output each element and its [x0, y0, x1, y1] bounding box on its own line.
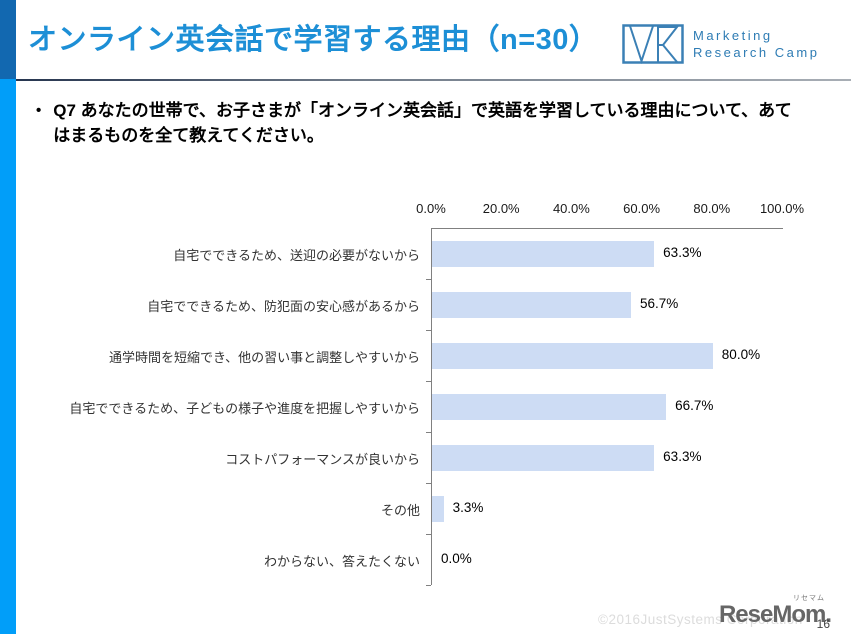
resemom-ruby-text: リセマム	[793, 595, 825, 602]
y-axis-tick	[426, 330, 431, 331]
value-label: 3.3%	[452, 500, 484, 515]
value-label: 56.7%	[640, 296, 679, 311]
y-axis-tick	[426, 585, 431, 586]
y-axis-tick	[426, 483, 431, 484]
y-axis-line	[431, 228, 432, 585]
left-accent-stripe-bottom	[0, 79, 16, 634]
resemom-wordmark: ReseMom.	[718, 601, 832, 628]
value-label: 63.3%	[663, 245, 702, 260]
category-label: わからない、答えたくない	[263, 554, 420, 569]
value-label: 80.0%	[721, 347, 761, 362]
category-label: 自宅でできるため、防犯面の安心感があるから	[147, 299, 420, 314]
copyright-text: ©2016JustSystems Corporation	[598, 612, 803, 627]
x-axis-tick-label: 0.0%	[416, 201, 446, 216]
category-label: その他	[380, 503, 420, 518]
value-label: 66.7%	[675, 398, 714, 413]
bar	[432, 292, 632, 318]
header-divider	[16, 79, 851, 81]
y-axis-tick	[426, 279, 431, 280]
bar	[432, 343, 713, 369]
value-label: 63.3%	[663, 449, 702, 464]
x-axis-tick-label: 80.0%	[693, 201, 731, 216]
category-label: 通学時間を短縮でき、他の習い事と調整しやすいから	[109, 350, 420, 365]
question-text: Q7 あなたの世帯で、お子さまが「オンライン英会話」で英語を学習している理由につ…	[53, 101, 792, 145]
page-title: オンライン英会話で学習する理由（n=30）	[28, 24, 599, 56]
x-axis-tick-label: 20.0%	[482, 201, 520, 216]
x-axis-tick-label: 60.0%	[623, 201, 661, 216]
category-label: 自宅でできるため、送迎の必要がないから	[173, 248, 420, 263]
bar	[432, 241, 655, 267]
x-axis-tick-label: 100.0%	[759, 201, 805, 216]
left-accent-stripe-top	[0, 0, 16, 79]
x-axis-tick-label: 40.0%	[552, 201, 590, 216]
y-axis-tick	[426, 432, 431, 433]
logo-word-line1: Marketing	[693, 28, 773, 43]
logo-wordmark: Marketing Research Camp	[693, 27, 819, 61]
survey-question: • Q7 あなたの世帯で、お子さまが「オンライン英会話」で英語を学習している理由…	[36, 98, 816, 148]
category-label: コストパフォーマンスが良いから	[225, 452, 420, 467]
marketing-research-camp-logo: Marketing Research Camp	[622, 24, 819, 64]
category-label: 自宅でできるため、子どもの様子や進度を把握しやすいから	[69, 401, 420, 416]
bar	[432, 445, 655, 471]
mr-monogram-icon	[622, 24, 684, 64]
x-axis-line	[431, 228, 783, 229]
logo-word-line2: Research Camp	[693, 45, 820, 60]
value-label: 0.0%	[441, 551, 472, 566]
bullet-point: •	[36, 102, 42, 119]
bar	[432, 394, 667, 420]
y-axis-tick	[426, 534, 431, 535]
page-number: 16	[816, 617, 830, 631]
bar	[432, 496, 444, 522]
resemom-logo: リセマム ReseMom.	[718, 595, 832, 628]
y-axis-tick	[426, 381, 431, 382]
